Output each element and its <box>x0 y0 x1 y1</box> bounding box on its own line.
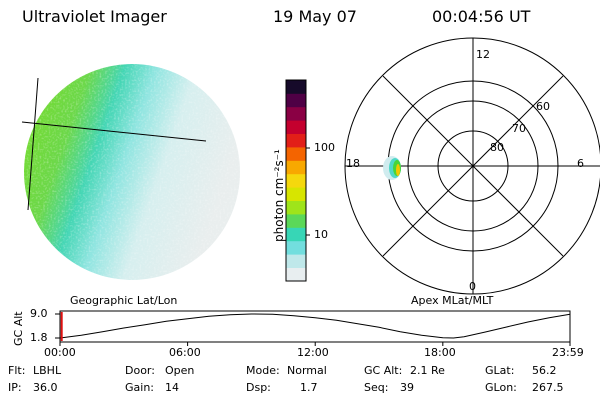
meridian-line <box>27 77 39 211</box>
colorbar-segment-11 <box>286 120 306 134</box>
colorbar-segment-14 <box>286 80 306 94</box>
altitude-plot <box>55 310 571 346</box>
colorbar-segment-0 <box>286 267 306 282</box>
xtick-label-0600: 06:00 <box>169 346 201 359</box>
glon-label: GLon: <box>485 381 517 394</box>
xtick-label-1200: 12:00 <box>297 346 329 359</box>
flt-label: Flt: <box>8 364 26 377</box>
colorbar-units-label: photon cm⁻²s⁻¹ <box>272 149 286 242</box>
door-value: Open <box>165 364 195 377</box>
colorbar-tick-10: 10 <box>314 228 328 241</box>
geographic-caption: Geographic Lat/Lon <box>70 294 178 307</box>
ip-value: 36.0 <box>33 381 58 394</box>
globe-noise <box>24 64 240 280</box>
colorbar-segment-9 <box>286 147 306 161</box>
colorbar-frame <box>285 79 307 282</box>
mlt-label-0: 0 <box>469 280 476 293</box>
lat-label-60: 60 <box>536 100 550 113</box>
xtick-label-2359: 23:59 <box>552 346 584 359</box>
dsp-label: Dsp: <box>246 381 271 394</box>
polar-diagonal-2 <box>382 75 564 257</box>
date-label: 19 May 07 <box>273 7 357 26</box>
colorbar-segment-10 <box>286 133 306 148</box>
altitude-series-line <box>59 313 571 339</box>
colorbar-tick-100: 100 <box>314 141 335 154</box>
glon-value: 267.5 <box>532 381 564 394</box>
gc-alt-value: 2.1 Re <box>410 364 445 377</box>
glat-value: 56.2 <box>532 364 557 377</box>
colorbar-segment-2 <box>286 240 306 255</box>
colorbar-segment-8 <box>286 160 306 175</box>
xtick-label-0000: 00:00 <box>44 346 76 359</box>
gain-label: Gain: <box>125 381 154 394</box>
colorbar-segment-3 <box>286 227 306 242</box>
colorbar-segment-4 <box>286 214 306 228</box>
aurora-blob-core <box>396 164 400 176</box>
ytick-label-1-8: 1.8 <box>30 331 48 344</box>
seq-value: 39 <box>400 381 414 394</box>
seq-label: Seq: <box>364 381 389 394</box>
apex-caption: Apex MLat/MLT <box>411 294 494 307</box>
dsp-value: 1.7 <box>300 381 318 394</box>
altitude-ylabel: GC Alt <box>12 311 25 346</box>
xtick-marks <box>59 342 571 346</box>
lat-label-70: 70 <box>512 122 526 135</box>
mode-label: Mode: <box>246 364 280 377</box>
polar-plot: 12 18 6 0 60 70 80 <box>344 37 600 295</box>
door-label: Door: <box>125 364 155 377</box>
mlt-label-12: 12 <box>476 48 490 61</box>
colorbar-segment-12 <box>286 106 306 121</box>
glat-label: GLat: <box>485 364 515 377</box>
time-label: 00:04:56 UT <box>432 7 531 26</box>
flt-value: LBHL <box>33 364 62 377</box>
lat-label-80: 80 <box>490 141 504 154</box>
colorbar <box>285 79 310 282</box>
mode-value: Normal <box>287 364 327 377</box>
ip-label: IP: <box>8 381 22 394</box>
gc-alt-label: GC Alt: <box>364 364 403 377</box>
gain-value: 14 <box>165 381 179 394</box>
colorbar-segment-7 <box>286 173 306 188</box>
uv-globe-image <box>21 64 240 280</box>
mlt-label-6: 6 <box>577 157 584 170</box>
colorbar-segment-6 <box>286 187 306 201</box>
instrument-title: Ultraviolet Imager <box>22 7 167 26</box>
colorbar-segment-13 <box>286 93 306 108</box>
latitude-line <box>21 121 207 142</box>
colorbar-segment-1 <box>286 254 306 268</box>
colorbar-segment-5 <box>286 200 306 215</box>
ytick-label-9: 9.0 <box>30 307 48 320</box>
mlt-label-18: 18 <box>346 157 360 170</box>
xtick-label-1800: 18:00 <box>424 346 456 359</box>
